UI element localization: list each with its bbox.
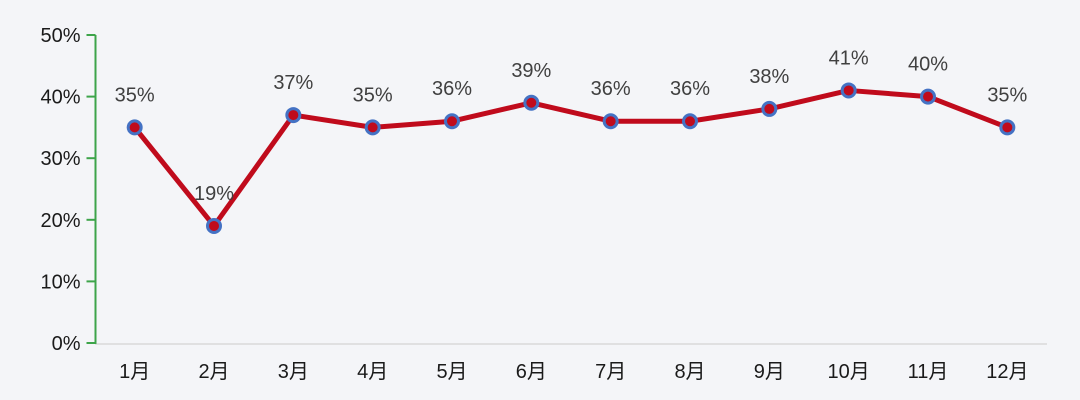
data-label: 41% — [829, 47, 869, 69]
data-point-marker — [444, 113, 460, 130]
x-tick-label: 6月 — [516, 361, 547, 383]
y-tick-label: 40% — [40, 87, 80, 109]
x-tick-label: 3月 — [278, 361, 309, 383]
data-label: 37% — [273, 72, 313, 94]
data-label: 36% — [432, 78, 472, 100]
data-label: 19% — [194, 183, 234, 205]
data-point-marker — [602, 113, 619, 130]
data-point-marker — [126, 119, 143, 136]
data-point-marker — [285, 107, 302, 124]
data-point-marker — [999, 119, 1016, 136]
x-tick-label: 7月 — [595, 361, 626, 383]
y-tick-label: 30% — [40, 148, 80, 170]
data-point-marker — [920, 88, 936, 105]
y-tick-label: 0% — [52, 333, 81, 355]
data-label: 35% — [115, 84, 155, 106]
data-label: 38% — [749, 66, 789, 88]
data-point-marker — [682, 113, 698, 130]
y-tick-label: 10% — [40, 271, 80, 293]
x-tick-label: 11月 — [908, 361, 949, 383]
data-point-marker — [206, 217, 222, 234]
data-label: 40% — [908, 54, 948, 76]
series-line — [132, 87, 1010, 229]
x-tick-label: 4月 — [357, 361, 388, 383]
data-point-marker — [761, 100, 778, 117]
data-point-marker — [840, 82, 857, 99]
x-tick-label: 8月 — [674, 361, 705, 383]
x-tick-label: 2月 — [198, 361, 229, 383]
data-label: 39% — [511, 60, 551, 82]
x-tick-label: 12月 — [986, 361, 1028, 383]
x-tick-label: 5月 — [436, 361, 467, 383]
data-point-marker — [523, 94, 540, 111]
x-tick-label: 10月 — [828, 361, 870, 383]
data-label: 36% — [670, 78, 710, 100]
data-label: 36% — [591, 78, 631, 100]
data-label: 35% — [987, 84, 1027, 106]
y-tick-label: 20% — [40, 210, 80, 232]
y-tick-label: 50% — [40, 25, 80, 47]
data-point-marker — [364, 119, 381, 136]
data-label: 35% — [353, 84, 393, 106]
x-tick-label: 1月 — [119, 361, 150, 383]
x-tick-label: 9月 — [754, 361, 785, 383]
